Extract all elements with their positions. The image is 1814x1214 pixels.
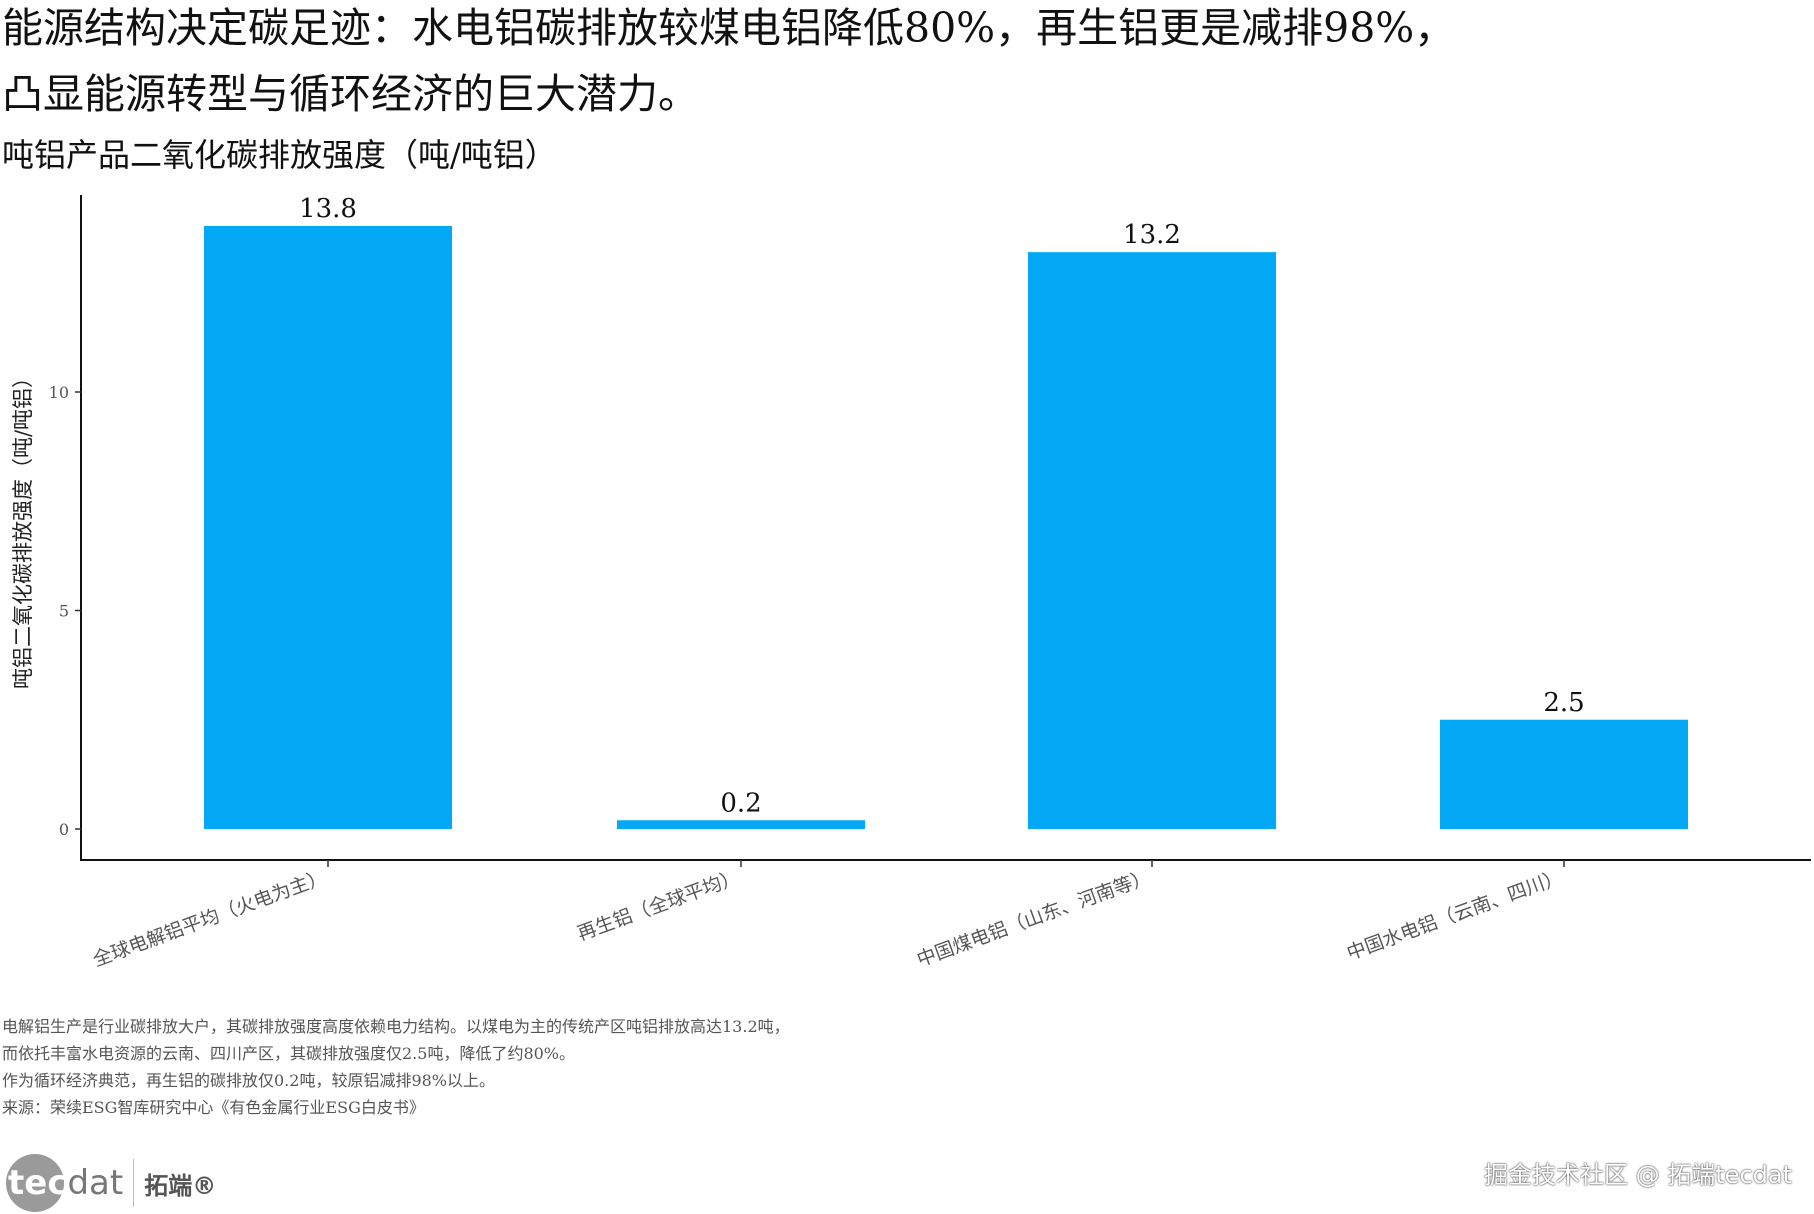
x-tick-label: 再生铝（全球平均）: [574, 866, 742, 945]
logo-circle: [6, 1154, 64, 1212]
y-tick-label: 5: [59, 602, 69, 621]
footnote-line: 电解铝生产是行业碳排放大户，其碳排放强度高度依赖电力结构。以煤电为主的传统产区吨…: [2, 1017, 790, 1036]
bar-chart: 0 5 10 吨铝二氧化碳排放强度（吨/吨铝） 13.8 全球电解铝平均（火电为主） 0.2…: [11, 194, 1811, 971]
source-note: 来源：荣续ESG智库研究中心《有色金属行业ESG白皮书》: [2, 1098, 425, 1117]
bar-value-label: 13.2: [1123, 220, 1181, 250]
y-tick-label: 10: [49, 383, 69, 402]
logo-text-a: tec: [8, 1163, 68, 1203]
chart-title-line1: 能源结构决定碳足迹：水电铝碳排放较煤电铝降低80%，再生铝更是减排98%，: [2, 4, 1456, 52]
logo-text: tecdat: [6, 1163, 123, 1203]
bar: [617, 820, 865, 829]
logo-divider: [133, 1159, 135, 1207]
bar: [1028, 252, 1276, 829]
x-tick-label: 全球电解铝平均（火电为主）: [90, 866, 330, 971]
tecdat-logo: tecdat 拓端®: [6, 1152, 216, 1214]
footnote-line: 作为循环经济典范，再生铝的碳排放仅0.2吨，较原铝减排98%以上。: [2, 1071, 496, 1090]
bar-value-label: 13.8: [299, 194, 357, 224]
logo-text-b: dat: [67, 1163, 124, 1203]
chart-title-line2: 凸显能源转型与循环经济的巨大潜力。: [2, 70, 699, 118]
bar-value-label: 0.2: [720, 788, 761, 818]
footnote-line: 而依托丰富水电资源的云南、四川产区，其碳排放强度仅2.5吨，降低了约80%。: [2, 1044, 576, 1063]
chart-subtitle: 吨铝产品二氧化碳排放强度（吨/吨铝）: [2, 136, 557, 174]
x-tick-label: 中国煤电铝（山东、河南等）: [914, 866, 1154, 971]
bar-value-label: 2.5: [1543, 688, 1584, 718]
bar: [204, 225, 452, 829]
watermark: 掘金技术社区 @ 拓端tecdat: [1484, 1161, 1792, 1189]
y-axis-label: 吨铝二氧化碳排放强度（吨/吨铝）: [11, 367, 35, 689]
logo-cn: 拓端®: [144, 1171, 217, 1200]
x-tick-label: 中国水电铝（云南、四川）: [1344, 866, 1566, 965]
bar: [1440, 719, 1688, 829]
y-tick-label: 0: [59, 820, 69, 839]
